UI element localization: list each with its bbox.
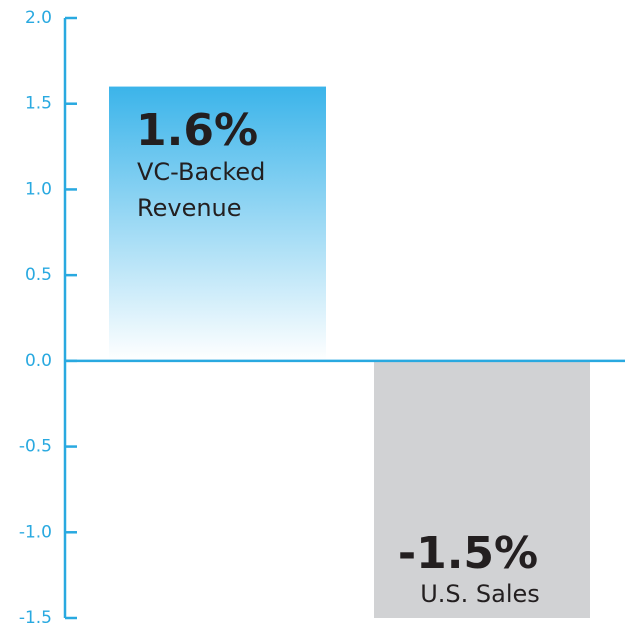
- y-tick-label: 1.0: [25, 179, 52, 199]
- y-tick-label: 0.5: [25, 265, 52, 285]
- bar: [109, 86, 326, 361]
- y-tick-label: 0.0: [25, 351, 52, 371]
- bar: [374, 360, 590, 618]
- value-label: 1.6%: [136, 105, 258, 156]
- y-tick-label: -1.5: [19, 608, 52, 623]
- y-tick-label: -0.5: [19, 437, 52, 457]
- y-tick-label: 2.0: [25, 8, 52, 28]
- y-tick-label: -1.0: [19, 522, 52, 542]
- y-tick-label: 1.5: [25, 94, 52, 114]
- value-label: -1.5%: [398, 528, 538, 579]
- category-label: VC-Backed Revenue: [137, 158, 265, 222]
- category-label: U.S. Sales: [420, 580, 540, 608]
